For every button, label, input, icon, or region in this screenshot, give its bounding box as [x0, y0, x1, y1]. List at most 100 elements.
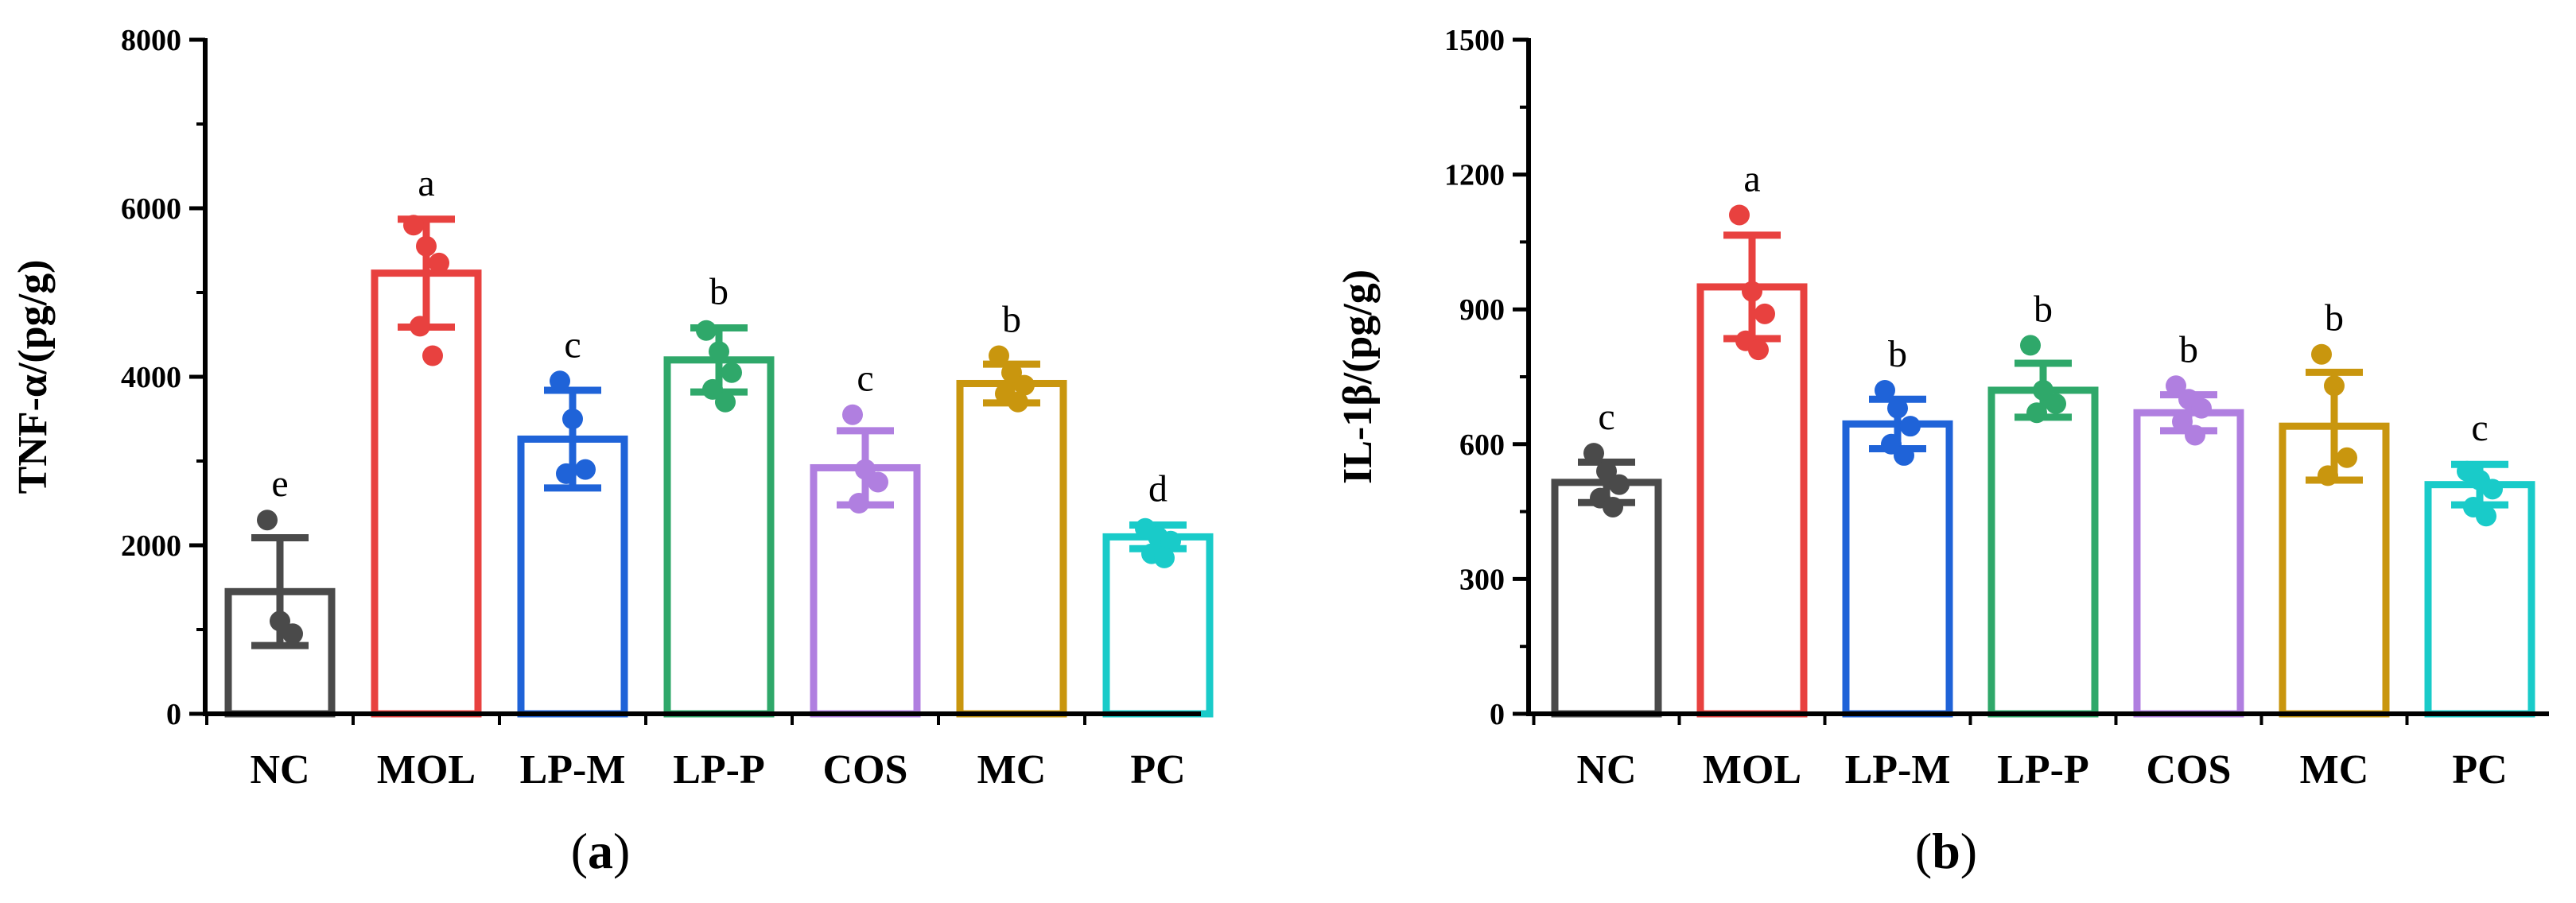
- data-point-mol: [1748, 339, 1769, 361]
- data-point-lp-m: [550, 370, 570, 392]
- data-point-lp-p: [721, 362, 742, 383]
- data-point-nc: [1596, 460, 1617, 482]
- x-tick-label-lp-m: LP-M: [520, 747, 626, 793]
- data-point-lp-p: [2026, 402, 2047, 424]
- data-point-lp-m: [1875, 379, 1895, 401]
- data-point-lp-p: [715, 391, 736, 413]
- y-tick-label: 4000: [121, 361, 181, 394]
- y-tick-label: 600: [1459, 428, 1505, 462]
- x-tick-label-nc: NC: [250, 747, 309, 793]
- data-point-lp-m: [556, 463, 577, 484]
- x-tick-label-pc: PC: [1130, 747, 1185, 793]
- data-point-pc: [1154, 547, 1175, 568]
- data-point-mol: [429, 252, 449, 273]
- y-tick-label: 2000: [121, 529, 181, 563]
- data-point-lp-p: [709, 341, 729, 362]
- data-point-nc: [1603, 496, 1623, 517]
- data-point-mc: [1001, 362, 1022, 383]
- data-point-lp-m: [1900, 416, 1921, 437]
- data-point-cos: [849, 493, 869, 514]
- data-point-mc: [2324, 375, 2345, 397]
- x-tick-label-pc: PC: [2452, 747, 2507, 793]
- x-tick-label-mol: MOL: [377, 747, 476, 793]
- x-tick-label-cos: COS: [823, 747, 908, 793]
- y-axis-title: TNF-α/(pg/g): [10, 260, 56, 494]
- significance-letter-lp-p: b: [709, 271, 729, 313]
- y-tick-label: 0: [166, 698, 181, 731]
- significance-letter-mc: b: [2325, 297, 2344, 339]
- panel-label-letter: a: [588, 823, 613, 879]
- y-tick-label: 8000: [121, 24, 181, 57]
- x-tick-label-nc: NC: [1576, 747, 1636, 793]
- panel-label-letter: b: [1932, 823, 1960, 879]
- data-point-mol: [1729, 204, 1750, 226]
- data-point-nc: [282, 623, 303, 645]
- significance-letter-lp-m: b: [1888, 333, 1907, 375]
- data-point-pc: [2482, 479, 2503, 500]
- data-point-nc: [1583, 443, 1604, 464]
- significance-letter-mol: a: [1743, 157, 1760, 200]
- data-point-cos: [868, 471, 888, 493]
- significance-letter-mol: a: [418, 162, 434, 204]
- data-point-pc: [1160, 530, 1181, 552]
- data-point-lp-p: [2046, 393, 2066, 414]
- data-point-mol: [1754, 303, 1775, 324]
- data-point-pc: [2476, 506, 2496, 527]
- data-point-lp-p: [696, 320, 717, 341]
- x-tick-label-cos: COS: [2147, 747, 2232, 793]
- y-tick-label: 6000: [121, 192, 181, 226]
- x-tick-label-mc: MC: [2300, 747, 2369, 793]
- data-point-cos: [2166, 375, 2186, 397]
- data-point-lp-m: [1887, 397, 1908, 419]
- significance-letter-nc: e: [271, 463, 288, 505]
- data-point-nc: [270, 610, 290, 632]
- x-tick-label-lp-p: LP-P: [1997, 747, 2089, 793]
- panel-label: (b): [1915, 823, 1977, 879]
- x-tick-label-lp-m: LP-M: [1845, 747, 1951, 793]
- significance-letter-cos: c: [857, 358, 873, 400]
- data-point-mc: [2337, 447, 2357, 468]
- data-point-mc: [989, 345, 1009, 366]
- y-tick-label: 1500: [1444, 24, 1505, 57]
- y-axis-title: IL-1β/(pg/g): [1335, 269, 1381, 484]
- data-point-cos: [2185, 424, 2205, 446]
- significance-letter-lp-m: c: [564, 324, 581, 366]
- significance-letter-lp-p: b: [2034, 288, 2053, 330]
- data-point-cos: [2172, 411, 2193, 432]
- data-point-lp-m: [575, 459, 596, 480]
- data-point-cos: [2191, 397, 2212, 419]
- data-point-nc: [1609, 474, 1630, 495]
- data-point-nc: [257, 510, 278, 531]
- y-tick-label: 1200: [1444, 159, 1505, 192]
- data-point-lp-p: [2020, 335, 2041, 356]
- significance-letter-nc: c: [1598, 396, 1614, 438]
- data-point-lp-m: [562, 409, 583, 429]
- significance-letter-cos: b: [2179, 328, 2198, 370]
- data-point-lp-p: [702, 378, 723, 400]
- x-tick-label-mol: MOL: [1703, 747, 1801, 793]
- x-tick-label-lp-p: LP-P: [673, 747, 765, 793]
- data-point-mol: [416, 235, 437, 257]
- data-point-mol: [410, 316, 430, 337]
- y-tick-label: 900: [1459, 293, 1505, 327]
- panel-b-chart: c NC a MOL b LP-M b LP-P b COS b MC c PC 0 300 600 900 120…: [1335, 24, 2549, 879]
- significance-letter-mc: b: [1002, 299, 1021, 341]
- panel-label: (a): [571, 823, 631, 879]
- data-point-cos: [855, 459, 876, 480]
- data-point-cos: [842, 404, 863, 425]
- significance-letter-pc: c: [2471, 407, 2488, 449]
- data-point-mc: [2318, 465, 2338, 486]
- panel-a-chart: e NC a MOL c LP-M b LP-P c COS b MC d PC 0 2000 4000 6000…: [10, 24, 1214, 879]
- data-point-mol: [403, 215, 424, 236]
- data-point-mc: [2311, 343, 2332, 365]
- x-tick-label-mc: MC: [977, 747, 1047, 793]
- data-point-lp-m: [1894, 444, 1914, 466]
- data-point-mc: [1008, 391, 1028, 413]
- data-point-mc: [1014, 374, 1035, 396]
- y-tick-label: 300: [1459, 563, 1505, 596]
- data-point-mol: [422, 345, 443, 366]
- data-point-mol: [1742, 281, 1762, 302]
- data-point-lp-p: [2033, 379, 2053, 401]
- significance-letter-pc: d: [1148, 468, 1168, 510]
